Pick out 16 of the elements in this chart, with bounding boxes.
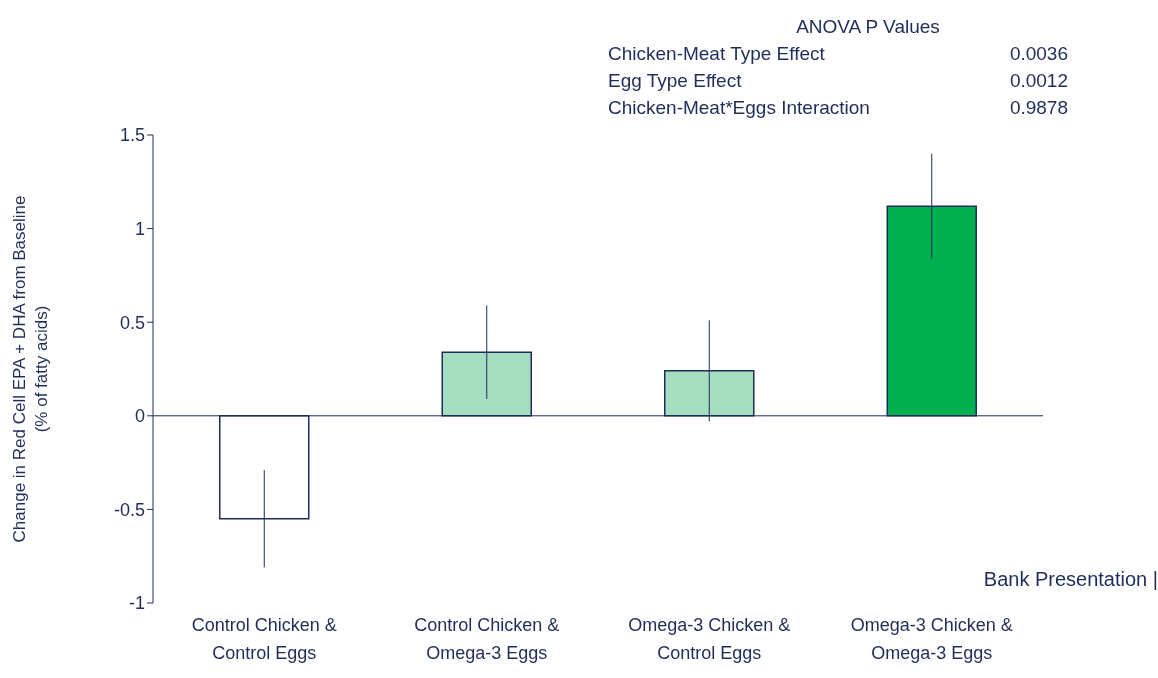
annotation: Bank Presentation | — [983, 568, 1158, 591]
y-tick-label: -0.5 — [113, 499, 145, 520]
y-tick-label: 0.5 — [119, 312, 145, 333]
y-tick-label: 1 — [134, 218, 145, 239]
x-tick-label: Control Chicken & Omega-3 Eggs — [414, 615, 560, 663]
x-tick-label: Control Chicken & Control Eggs — [191, 615, 337, 663]
x-tick-label: Omega-3 Chicken & Omega-3 Eggs — [850, 615, 1013, 663]
y-tick-label: 0 — [134, 406, 145, 427]
text: ANOVA P Values — [795, 16, 941, 38]
text: Chicken-Meat Type Effect 0.0036 — [608, 43, 1068, 64]
text: Egg Type Effect 0.0012 — [608, 70, 1068, 91]
x-tick-label: Omega-3 Chicken & Control Eggs — [628, 615, 791, 663]
y-axis-title: Change in Red Cell EPA + DHA from Baseline (% of fatty acids) — [10, 195, 51, 543]
y-tick-label: -1 — [128, 593, 145, 614]
text: Chicken-Meat*Eggs Interaction 0.9878 — [608, 97, 1068, 118]
y-tick-label: 1.5 — [119, 125, 145, 146]
